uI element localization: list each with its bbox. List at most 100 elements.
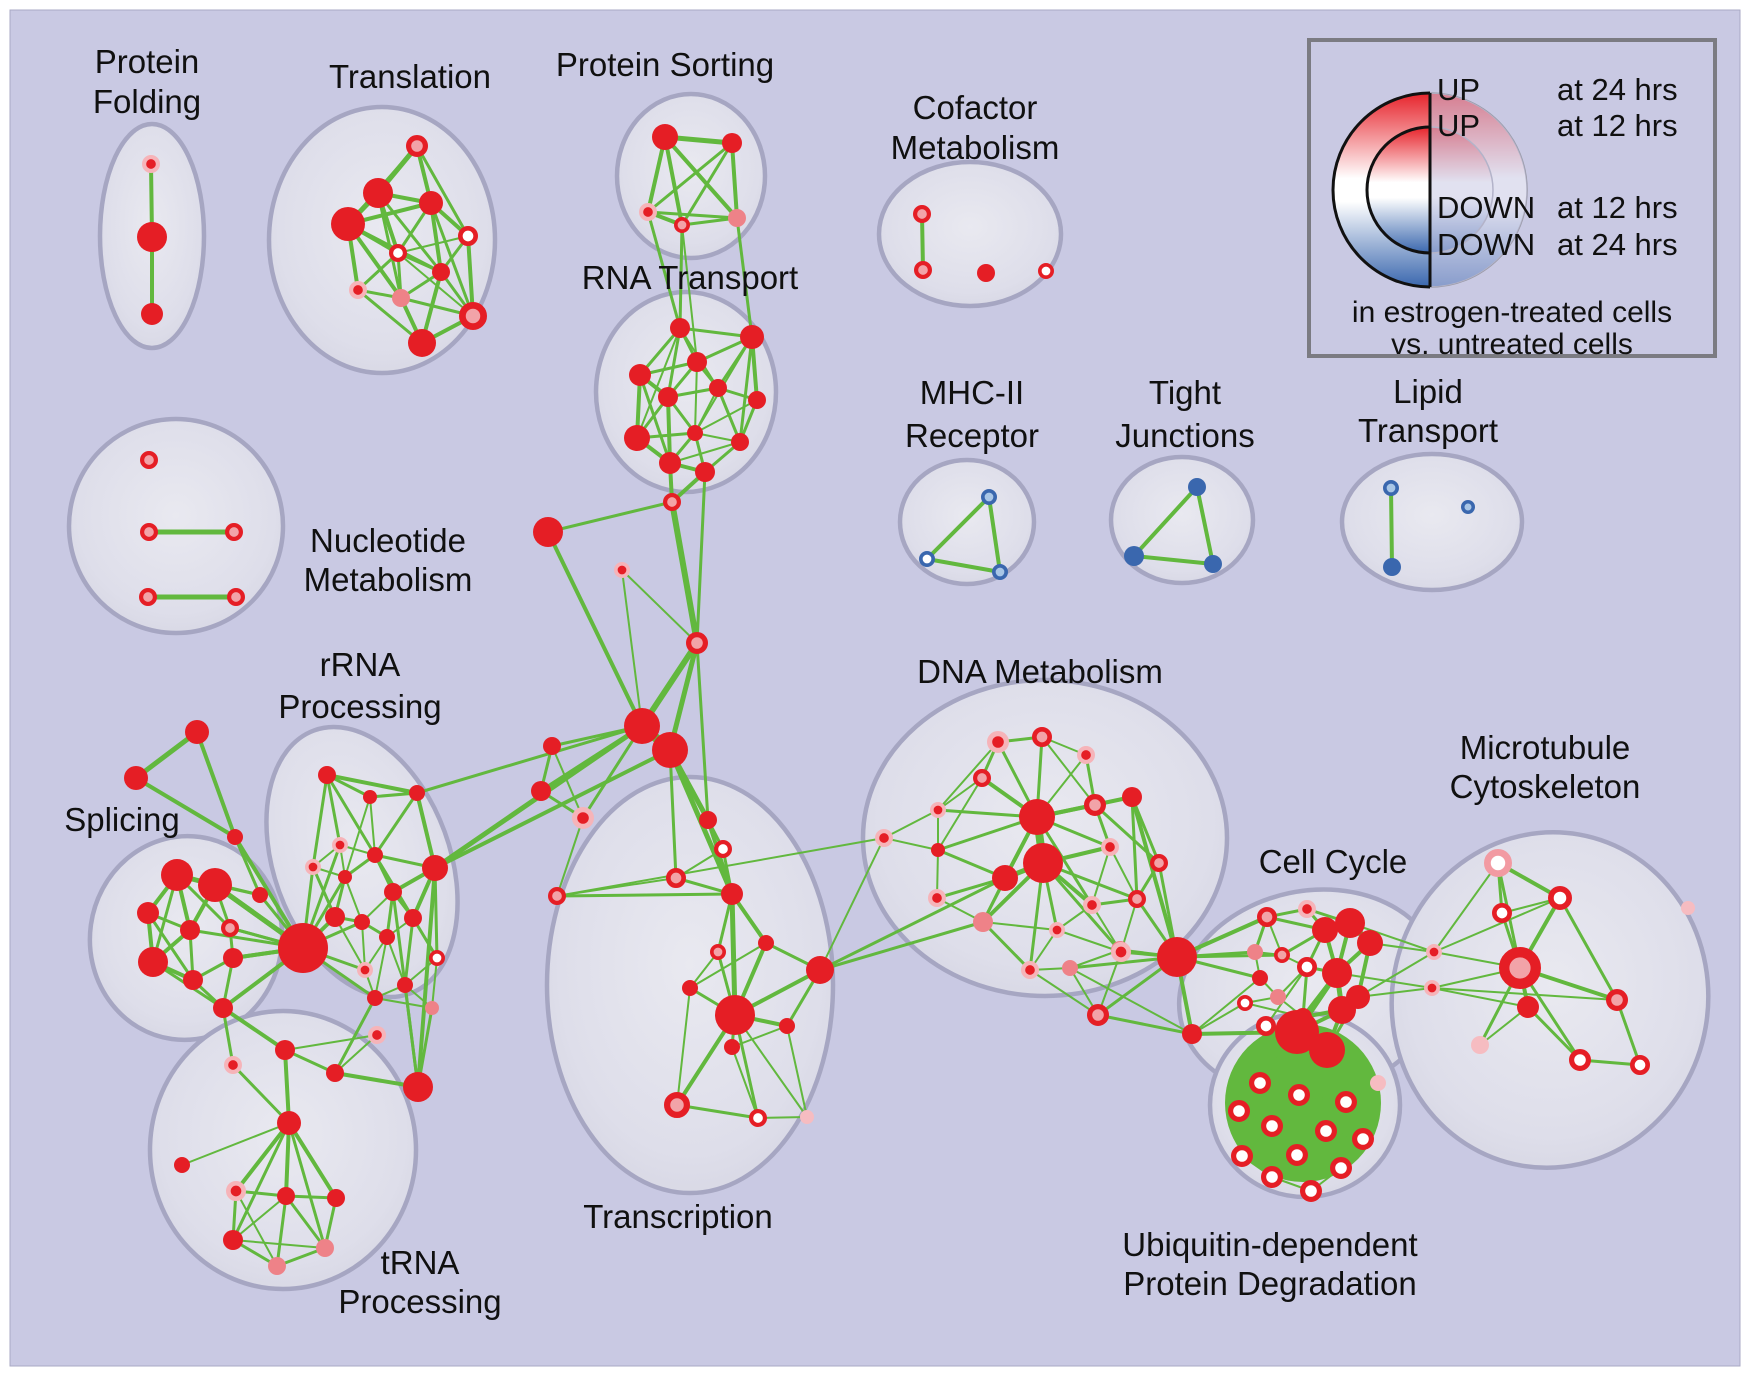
- node-pr: [571, 806, 594, 829]
- node-r: [721, 883, 743, 905]
- node-r: [403, 1072, 433, 1102]
- edge: [678, 326, 754, 339]
- node-rp: [140, 523, 159, 542]
- node-rp: [1498, 947, 1541, 990]
- node-rw: [1227, 1099, 1250, 1122]
- node-r: [758, 935, 774, 951]
- legend-right-half-fade: [1430, 93, 1527, 287]
- node-r: [367, 847, 383, 863]
- edge: [373, 791, 419, 857]
- node-rw: [1568, 1048, 1591, 1071]
- edge: [356, 251, 400, 292]
- edge: [663, 135, 684, 227]
- node-r: [363, 178, 393, 208]
- node-rp: [1083, 793, 1106, 816]
- node-pr: [928, 889, 947, 908]
- edge: [415, 144, 470, 238]
- node-rw: [1037, 263, 1054, 280]
- node-pr: [1425, 944, 1442, 961]
- node-r: [1023, 843, 1063, 883]
- edge: [374, 997, 433, 1009]
- edge: [231, 1121, 291, 1242]
- node-r: [227, 829, 243, 845]
- edge: [738, 335, 754, 444]
- node-r: [363, 790, 377, 804]
- edge: [621, 569, 698, 644]
- edge: [1109, 846, 1138, 900]
- node-pr: [639, 203, 658, 222]
- node-rp: [685, 631, 708, 654]
- edge: [667, 640, 700, 753]
- cluster-label-tight-junctions-line2: Junctions: [1115, 417, 1254, 454]
- edge: [333, 996, 377, 1075]
- edge: [334, 1034, 378, 1074]
- legend-row-4-time: at 24 hrs: [1557, 227, 1678, 262]
- node-rp: [1273, 947, 1290, 964]
- node-pp: [1681, 901, 1695, 915]
- cluster-label-ubiquitin-degradation-line1: Ubiquitin-dependent: [1122, 1226, 1417, 1263]
- node-r: [695, 462, 715, 482]
- node-r: [367, 990, 383, 1006]
- node-pr: [1048, 922, 1065, 939]
- node-rw: [1547, 885, 1572, 910]
- node-r: [180, 920, 200, 940]
- node-pr: [1297, 900, 1316, 919]
- edge: [1091, 846, 1111, 906]
- edge: [819, 837, 885, 971]
- edge: [818, 920, 985, 972]
- node-pr: [875, 829, 894, 848]
- node-r: [318, 766, 336, 784]
- node-r: [806, 956, 834, 984]
- node-rw: [1351, 1127, 1374, 1150]
- node-r: [408, 329, 436, 357]
- edge: [937, 741, 999, 811]
- node-r: [624, 425, 650, 451]
- node-r: [977, 264, 995, 282]
- node-r: [543, 737, 561, 755]
- edge: [1431, 987, 1529, 1008]
- node-r: [1517, 996, 1539, 1018]
- edge: [416, 866, 437, 1089]
- node-r: [724, 1039, 740, 1055]
- edge: [311, 773, 329, 869]
- cluster-ellipse-trna-processing: [147, 1008, 419, 1292]
- node-p: [392, 289, 410, 307]
- node-rp: [1086, 1003, 1109, 1026]
- edge: [287, 1121, 327, 1250]
- edge: [937, 777, 983, 811]
- edge: [287, 1121, 338, 1200]
- node-r: [652, 732, 688, 768]
- edge: [403, 916, 415, 987]
- node-p: [728, 209, 746, 227]
- cluster-label-trna-processing-line1: tRNA: [381, 1244, 460, 1281]
- node-r: [624, 708, 660, 744]
- node-rw: [1334, 1090, 1357, 1113]
- edge: [325, 773, 419, 795]
- edge: [937, 777, 983, 851]
- edge: [334, 916, 366, 971]
- edge: [1558, 896, 1619, 1002]
- node-r: [354, 914, 370, 930]
- edge: [669, 499, 700, 646]
- edge: [1191, 977, 1261, 1035]
- edge: [681, 224, 698, 363]
- edge: [735, 216, 754, 339]
- node-r: [1157, 937, 1197, 977]
- node-r: [277, 1187, 295, 1205]
- node-rp: [406, 135, 429, 158]
- node-r: [384, 883, 402, 901]
- node-b: [1204, 555, 1222, 573]
- node-rp: [674, 217, 691, 234]
- cluster-ellipse-dna-metabolism: [860, 677, 1230, 999]
- node-rp: [1127, 890, 1146, 909]
- cluster-label-microtubule-cytoskeleton-line1: Microtubule: [1460, 729, 1631, 766]
- edge: [1069, 967, 1193, 1035]
- node-r: [1182, 1024, 1202, 1044]
- node-rp: [663, 492, 682, 511]
- edge: [133, 729, 200, 781]
- node-b: [1188, 478, 1206, 496]
- node-r: [379, 929, 395, 945]
- node-pr: [142, 155, 161, 174]
- edge: [1041, 736, 1096, 806]
- node-rp: [666, 868, 687, 889]
